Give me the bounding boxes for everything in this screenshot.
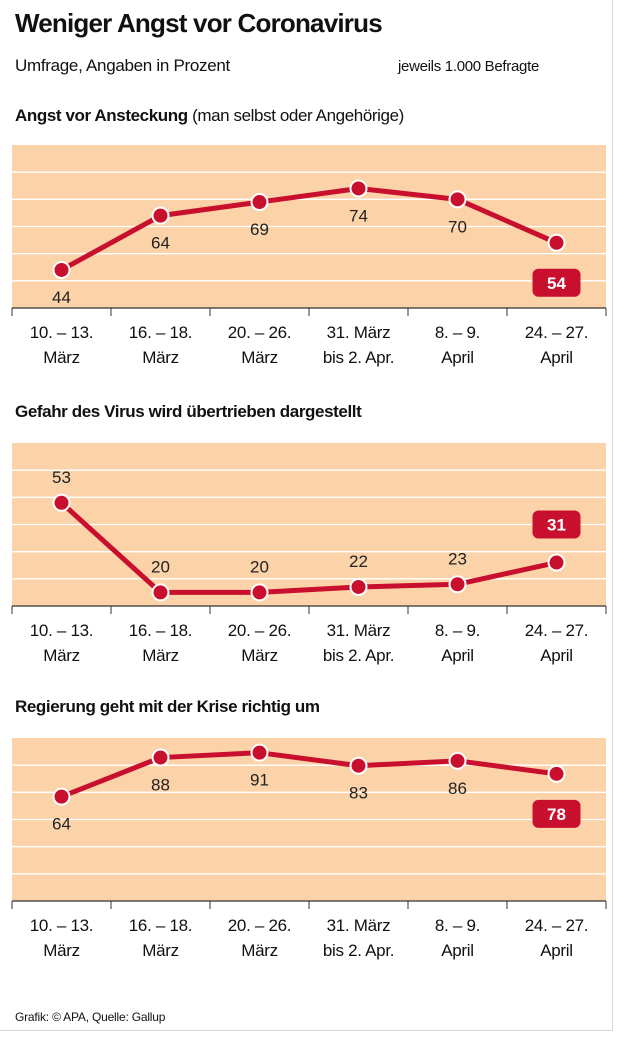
data-label: 64 <box>151 234 170 253</box>
data-point <box>448 751 467 770</box>
data-point <box>547 764 566 783</box>
value-badge <box>532 510 581 539</box>
x-tick-label: 24. – 27. <box>525 621 588 640</box>
series-line <box>59 185 559 273</box>
graphic-frame <box>0 0 613 1031</box>
data-label: 23 <box>448 549 467 568</box>
x-tick-label: 8. – 9. <box>435 916 480 935</box>
data-label: 83 <box>349 784 368 803</box>
chart-gefahr-uebertrieben: 53 20 20 22 23 31 10. – 13. März 16. – 18. März 20… <box>11 443 607 665</box>
x-tick-label: April <box>441 941 474 960</box>
value-badge <box>532 799 581 828</box>
data-label: 74 <box>349 206 368 225</box>
panel-title-main: Gefahr des Virus wird übertrieben darges… <box>15 402 362 421</box>
data-label: 70 <box>448 217 467 236</box>
x-tick-label: 31. März <box>327 323 391 342</box>
x-tick-label: 16. – 18. <box>129 916 192 935</box>
data-point <box>52 493 71 512</box>
x-tick-label: 16. – 18. <box>129 621 192 640</box>
x-tick-label: 20. – 26. <box>228 621 291 640</box>
panel-title-regierung: Regierung geht mit der Krise richtig um <box>15 697 320 717</box>
value-badge-label: 31 <box>547 516 566 535</box>
data-label: 22 <box>349 552 368 571</box>
data-label: 88 <box>151 776 170 795</box>
sample-size-note: jeweils 1.000 Befragte <box>398 58 539 75</box>
x-tick-label: 24. – 27. <box>525 323 588 342</box>
x-tick-label: März <box>43 941 80 960</box>
panel-title-gefahr: Gefahr des Virus wird übertrieben darges… <box>15 402 362 422</box>
data-point <box>349 577 368 596</box>
data-label: 64 <box>52 815 71 834</box>
x-tick-label: April <box>540 646 573 665</box>
x-tick-label: April <box>540 348 573 367</box>
x-tick-label: 20. – 26. <box>228 916 291 935</box>
panel-title-angst: Angst vor Ansteckung (man selbst oder An… <box>15 106 404 126</box>
chart-subtitle: Umfrage, Angaben in Prozent <box>15 56 230 75</box>
x-tick-label: März <box>43 348 80 367</box>
x-tick-label: April <box>441 646 474 665</box>
data-label: 44 <box>52 288 71 307</box>
panel-title-main: Angst vor Ansteckung <box>15 106 188 125</box>
x-tick-label: 24. – 27. <box>525 916 588 935</box>
data-point <box>151 206 170 225</box>
data-point <box>250 193 269 212</box>
x-tick-label: März <box>142 646 179 665</box>
x-tick-label: 16. – 18. <box>129 323 192 342</box>
data-point <box>250 583 269 602</box>
chart-angst-vor-ansteckung: 44 64 69 74 70 54 10. – 13. März 16. – 18. März 20… <box>11 145 607 367</box>
x-tick-label: 10. – 13. <box>30 916 93 935</box>
chart-title: Weniger Angst vor Coronavirus <box>15 8 383 38</box>
data-label: 91 <box>250 771 269 790</box>
data-label: 53 <box>52 468 71 487</box>
source-credit: Grafik: © APA, Quelle: Gallup <box>15 1010 166 1024</box>
series-line <box>59 500 559 595</box>
data-point <box>52 787 71 806</box>
x-tick-label: bis 2. Apr. <box>323 348 394 367</box>
x-tick-label: 10. – 13. <box>30 621 93 640</box>
x-tick-label: bis 2. Apr. <box>323 646 394 665</box>
x-tick-label: 31. März <box>327 621 391 640</box>
series-line <box>59 750 559 800</box>
x-tick-label: März <box>241 646 278 665</box>
x-tick-label: April <box>540 941 573 960</box>
data-point <box>151 583 170 602</box>
data-point <box>448 575 467 594</box>
data-point <box>349 179 368 198</box>
data-point <box>448 190 467 209</box>
data-point <box>151 748 170 767</box>
data-point <box>349 756 368 775</box>
data-label: 20 <box>250 557 269 576</box>
data-point <box>52 260 71 279</box>
x-tick-label: 8. – 9. <box>435 323 480 342</box>
data-point <box>250 743 269 762</box>
value-badge-label: 78 <box>547 805 566 824</box>
panel-title-suffix: (man selbst oder Angehörige) <box>192 106 404 125</box>
x-tick-label: 8. – 9. <box>435 621 480 640</box>
x-tick-label: März <box>142 941 179 960</box>
data-point <box>547 233 566 252</box>
x-tick-label: 10. – 13. <box>30 323 93 342</box>
value-badge-label: 54 <box>547 274 566 293</box>
x-tick-label: April <box>441 348 474 367</box>
x-tick-label: März <box>142 348 179 367</box>
panel-title-main: Regierung geht mit der Krise richtig um <box>15 697 320 716</box>
data-label: 69 <box>250 220 269 239</box>
chart-regierung-richtig: 64 88 91 83 86 78 10. – 13. März 16. – 18. März 20… <box>11 738 607 960</box>
x-tick-label: 20. – 26. <box>228 323 291 342</box>
x-tick-label: März <box>241 348 278 367</box>
value-badge <box>532 268 581 297</box>
x-tick-label: bis 2. Apr. <box>323 941 394 960</box>
data-point <box>547 553 566 572</box>
x-tick-label: März <box>43 646 80 665</box>
data-label: 86 <box>448 779 467 798</box>
x-tick-label: März <box>241 941 278 960</box>
x-tick-label: 31. März <box>327 916 391 935</box>
data-label: 20 <box>151 557 170 576</box>
